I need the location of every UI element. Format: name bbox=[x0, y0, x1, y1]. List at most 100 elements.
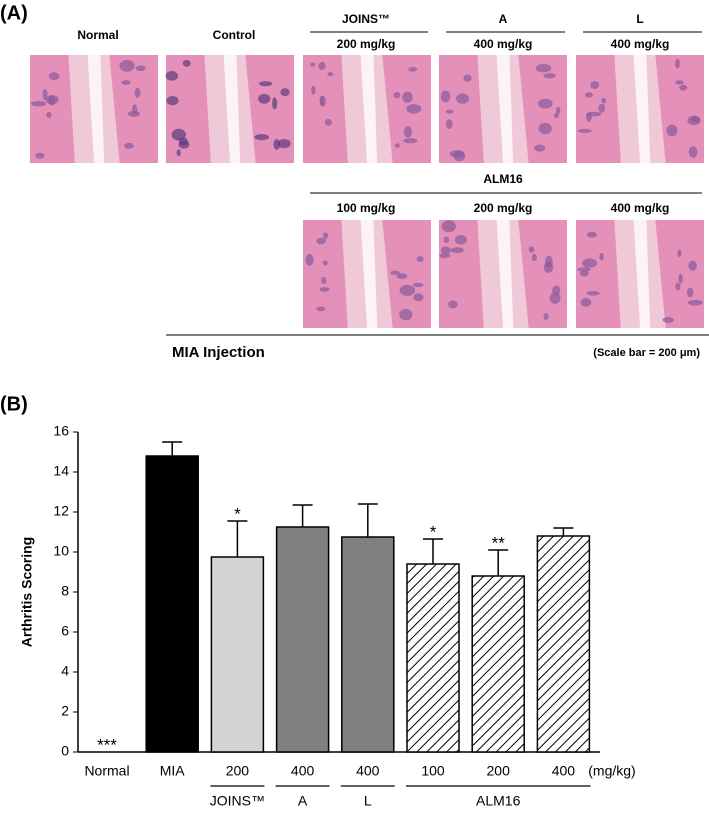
tissue-spot bbox=[599, 252, 604, 261]
scale-note: (Scale bar = 200 μm) bbox=[593, 347, 700, 359]
x-tick-label: 100 bbox=[421, 763, 445, 779]
tissue-spot bbox=[45, 94, 59, 105]
joint-space bbox=[633, 55, 651, 163]
tissue-spot bbox=[121, 80, 131, 85]
tissue-spot bbox=[258, 93, 271, 104]
tissue-spot bbox=[322, 260, 328, 266]
dose-label: 200 mg/kg bbox=[474, 201, 533, 215]
tissue-spot bbox=[316, 306, 326, 312]
injection-label: MIA Injection bbox=[172, 344, 265, 361]
tissue-spot bbox=[679, 84, 688, 91]
tissue-spot bbox=[323, 232, 329, 239]
tissue-spot bbox=[35, 152, 45, 159]
panel-label: (A) bbox=[0, 2, 28, 24]
panel-label: (B) bbox=[0, 393, 28, 415]
tissue-spot bbox=[406, 104, 422, 114]
tissue-spot bbox=[543, 261, 554, 273]
tissue-spot bbox=[273, 139, 281, 150]
tissue-spot bbox=[450, 247, 464, 254]
tissue-spot bbox=[119, 59, 135, 72]
dose-label: 400 mg/kg bbox=[611, 201, 670, 215]
tissue-spot bbox=[445, 119, 453, 130]
group-label: A bbox=[499, 12, 508, 26]
significance-label: * bbox=[430, 522, 437, 541]
group-label: ALM16 bbox=[476, 793, 521, 809]
tissue-spot bbox=[311, 85, 316, 95]
tissue-spot bbox=[443, 236, 450, 244]
tissue-spot bbox=[171, 128, 186, 141]
tissue-spot bbox=[320, 95, 326, 108]
tissue-spot bbox=[553, 112, 559, 119]
tissue-spot bbox=[390, 270, 400, 275]
tissue-spot bbox=[394, 143, 400, 148]
tissue-spot bbox=[416, 256, 424, 263]
y-tick-label: 12 bbox=[53, 503, 69, 519]
tissue-spot bbox=[310, 62, 316, 67]
tissue-spot bbox=[453, 150, 466, 162]
tissue-spot bbox=[440, 90, 451, 103]
tissue-spot bbox=[454, 234, 467, 245]
tissue-spot bbox=[686, 287, 694, 298]
tissue-spot bbox=[403, 138, 418, 144]
tissue-spot bbox=[552, 285, 561, 296]
tissue-spot bbox=[393, 91, 401, 99]
joint-space bbox=[87, 55, 105, 163]
significance-label: * bbox=[234, 504, 241, 523]
joint-space bbox=[633, 220, 651, 328]
tissue-spot bbox=[528, 246, 535, 253]
tissue-spot bbox=[408, 66, 418, 72]
tissue-spot bbox=[402, 91, 413, 103]
tissue-spot bbox=[535, 64, 552, 73]
x-tick-label: 400 bbox=[552, 763, 576, 779]
tissue-spot bbox=[590, 81, 600, 90]
tissue-spot bbox=[166, 95, 179, 106]
tissue-spot bbox=[662, 316, 675, 323]
tissue-spot bbox=[399, 284, 416, 296]
tissue-spot bbox=[577, 267, 591, 272]
tissue-spot bbox=[549, 292, 561, 304]
tissue-spot bbox=[46, 111, 52, 118]
joint-space bbox=[496, 55, 514, 163]
tissue-spot bbox=[182, 59, 191, 67]
tissue-spot bbox=[319, 287, 330, 292]
joint-space bbox=[496, 220, 514, 328]
tissue-spot bbox=[318, 62, 326, 70]
y-tick-label: 2 bbox=[61, 703, 69, 719]
y-tick-label: 14 bbox=[53, 463, 69, 479]
tissue-spot bbox=[577, 128, 592, 134]
tissue-spot bbox=[316, 237, 327, 245]
tissue-spot bbox=[582, 258, 598, 268]
group-label: A bbox=[298, 793, 308, 809]
tissue-spot bbox=[324, 118, 332, 126]
group-label: ALM16 bbox=[483, 172, 523, 186]
tissue-spot bbox=[586, 231, 597, 238]
tissue-spot bbox=[440, 246, 451, 255]
bar bbox=[145, 455, 199, 753]
tissue-spot bbox=[666, 124, 678, 137]
image-label: Normal bbox=[77, 28, 118, 42]
y-tick-label: 8 bbox=[61, 583, 69, 599]
tissue-spot bbox=[678, 273, 683, 284]
joint-space bbox=[360, 55, 378, 163]
tissue-spot bbox=[534, 144, 546, 152]
group-label: L bbox=[364, 793, 372, 809]
tissue-spot bbox=[134, 87, 141, 98]
tissue-spot bbox=[584, 92, 593, 98]
x-tick-label: 400 bbox=[356, 763, 380, 779]
tissue-spot bbox=[135, 65, 146, 72]
tissue-spot bbox=[555, 106, 561, 114]
group-label: L bbox=[636, 12, 643, 26]
tissue-spot bbox=[688, 260, 697, 271]
y-tick-label: 16 bbox=[53, 423, 69, 439]
tissue-spot bbox=[675, 80, 684, 85]
tissue-spot bbox=[598, 103, 606, 113]
tissue-spot bbox=[127, 110, 140, 117]
tissue-spot bbox=[531, 253, 537, 262]
tissue-spot bbox=[165, 71, 179, 81]
tissue-spot bbox=[580, 298, 592, 307]
tissue-spot bbox=[688, 146, 698, 158]
tissue-spot bbox=[305, 253, 314, 266]
y-tick-label: 10 bbox=[53, 543, 69, 559]
joint-space bbox=[223, 55, 241, 163]
bar bbox=[471, 575, 525, 753]
